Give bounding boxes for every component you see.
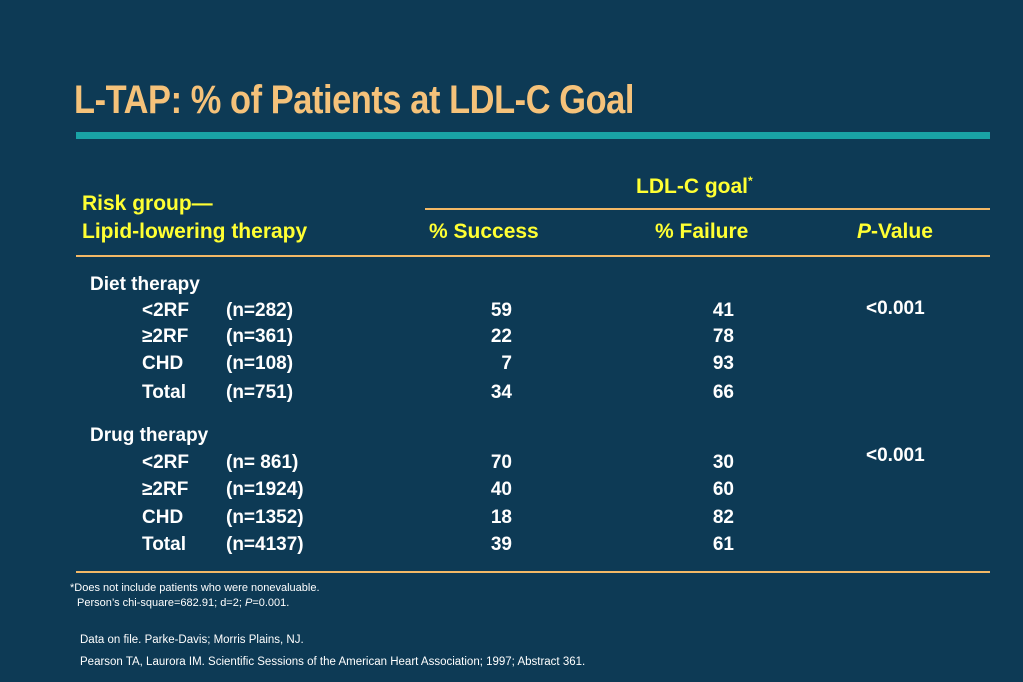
row-n: (n=108) xyxy=(226,353,294,374)
row-success: 40 xyxy=(490,479,512,500)
row-failure: 41 xyxy=(712,300,734,321)
row-n: (n=4137) xyxy=(226,534,304,555)
row-success: 70 xyxy=(490,452,512,473)
row-risk-factor: <2RF xyxy=(142,300,189,321)
pvalue-diet: <0.001 xyxy=(866,298,925,319)
ldl-goal-header: LDL-C goal* xyxy=(636,174,753,199)
row-n: (n=361) xyxy=(226,326,294,347)
row-success: 7 xyxy=(501,353,512,374)
pvalue-p: P xyxy=(857,220,872,243)
footnote-2-post: =0.001. xyxy=(252,597,290,609)
row-risk-factor: CHD xyxy=(142,353,184,374)
row-n: (n=1352) xyxy=(226,507,304,528)
row-success: 34 xyxy=(490,382,512,403)
row-success: 39 xyxy=(490,534,512,555)
footnote-2-p: P xyxy=(244,597,253,609)
row-risk-factor: <2RF xyxy=(142,452,189,473)
row-risk-factor: ≥2RF xyxy=(142,479,189,500)
row-failure: 93 xyxy=(712,353,734,374)
footnote-1: *Does not include patients who were none… xyxy=(70,582,320,594)
title-underline xyxy=(76,132,990,139)
pvalue-drug: <0.001 xyxy=(866,445,925,466)
ldl-goal-label: LDL-C goal xyxy=(636,175,748,198)
row-failure: 61 xyxy=(712,534,734,555)
row-success: 22 xyxy=(490,326,512,347)
row-n: (n=1924) xyxy=(226,479,304,500)
row-risk-factor: Total xyxy=(142,382,186,403)
slide-title: L-TAP: % of Patients at LDL-C Goal xyxy=(74,78,634,122)
source-line-1: Data on file. Parke-Davis; Morris Plains… xyxy=(80,634,304,646)
row-failure: 66 xyxy=(712,382,734,403)
row-failure: 78 xyxy=(712,326,734,347)
risk-group-header-line1: Risk group— xyxy=(82,192,213,215)
row-n: (n=282) xyxy=(226,300,294,321)
row-risk-factor: Total xyxy=(142,534,186,555)
row-failure: 82 xyxy=(712,507,734,528)
source-line-2: Pearson TA, Laurora IM. Scientific Sessi… xyxy=(80,656,586,668)
row-failure: 60 xyxy=(712,479,734,500)
row-n: (n= 861) xyxy=(226,452,299,473)
ldl-goal-footnote-mark: * xyxy=(747,174,753,188)
header-bottom-rule xyxy=(76,255,990,257)
footnote-asterisk: * xyxy=(70,582,75,594)
col-header-pvalue: P-Value xyxy=(857,220,933,244)
footnote-2: Person’s chi-square=682.91; d=2; P=0.001… xyxy=(77,597,289,609)
row-risk-factor: ≥2RF xyxy=(142,326,189,347)
risk-group-header-line2: Lipid-lowering therapy xyxy=(82,220,308,243)
footnote-2-pre: Person’s chi-square=682.91; d=2; xyxy=(77,597,245,609)
row-risk-factor: CHD xyxy=(142,507,184,528)
row-success: 59 xyxy=(490,300,512,321)
ldl-goal-rule xyxy=(425,208,990,210)
row-success: 18 xyxy=(490,507,512,528)
row-failure: 30 xyxy=(712,452,734,473)
col-header-success: % Success xyxy=(429,220,539,243)
footnote-1-text: Does not include patients who were nonev… xyxy=(74,582,320,594)
col-header-failure: % Failure xyxy=(655,220,749,243)
pvalue-rest: -Value xyxy=(871,220,933,243)
group-name-diet: Diet therapy xyxy=(90,274,200,295)
group-name-drug: Drug therapy xyxy=(90,425,209,446)
table-bottom-rule xyxy=(76,571,990,573)
row-n: (n=751) xyxy=(226,382,294,403)
